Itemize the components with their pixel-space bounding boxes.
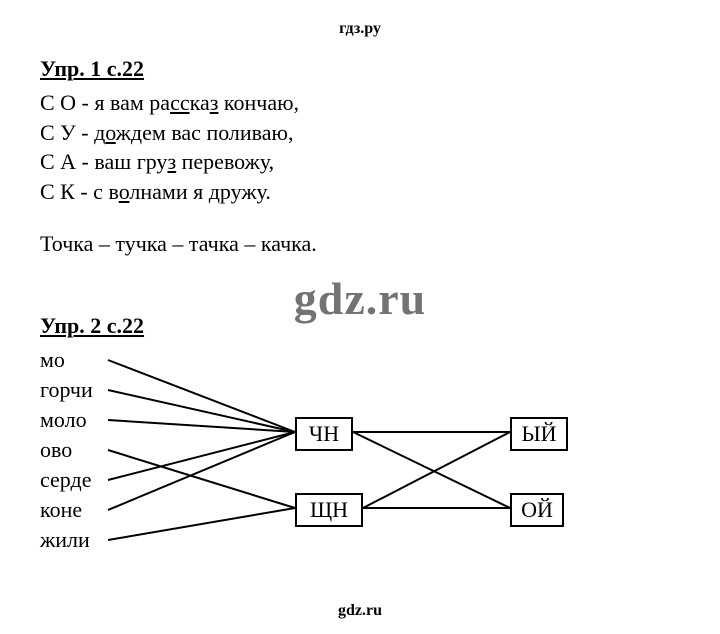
box-yy: ЫЙ (510, 417, 568, 451)
box-chn: ЧН (295, 417, 353, 451)
left-stems-column: могорчимолоовосердеконежили (40, 345, 93, 555)
exercise-2-title: Упр. 2 с.22 (40, 313, 680, 339)
left-stem: ово (40, 435, 93, 465)
footer-logo: gdz.ru (338, 602, 382, 620)
connection-lines (40, 345, 660, 595)
exercise-1-title: Упр. 1 с.22 (40, 56, 680, 82)
left-stem: серде (40, 465, 93, 495)
left-stem: горчи (40, 375, 93, 405)
exercise-1-line: С О - я вам рассказ кончаю, (40, 88, 680, 118)
exercise-1: Упр. 1 с.22 С О - я вам рассказ кончаю,С… (40, 56, 680, 257)
word-diagram: могорчимолоовосердеконежили ЧН ЩН ЫЙ ОЙ (40, 345, 660, 595)
exercise-1-line: С А - ваш груз перевожу, (40, 147, 680, 177)
exercise-1-lines: С О - я вам рассказ кончаю,С У - дождем … (40, 88, 680, 207)
header-logo: гдз.ру (40, 20, 680, 38)
exercise-1-line: С У - дождем вас поливаю, (40, 118, 680, 148)
left-stem: моло (40, 405, 93, 435)
left-stem: мо (40, 345, 93, 375)
left-stem: коне (40, 495, 93, 525)
word-chain: Точка – тучка – тачка – качка. (40, 231, 680, 257)
box-oy: ОЙ (510, 493, 564, 527)
left-stem: жили (40, 525, 93, 555)
exercise-1-line: С К - с волнами я дружу. (40, 177, 680, 207)
box-shn: ЩН (295, 493, 363, 527)
exercise-2: Упр. 2 с.22 могорчимолоовосердеконежили … (40, 313, 680, 595)
